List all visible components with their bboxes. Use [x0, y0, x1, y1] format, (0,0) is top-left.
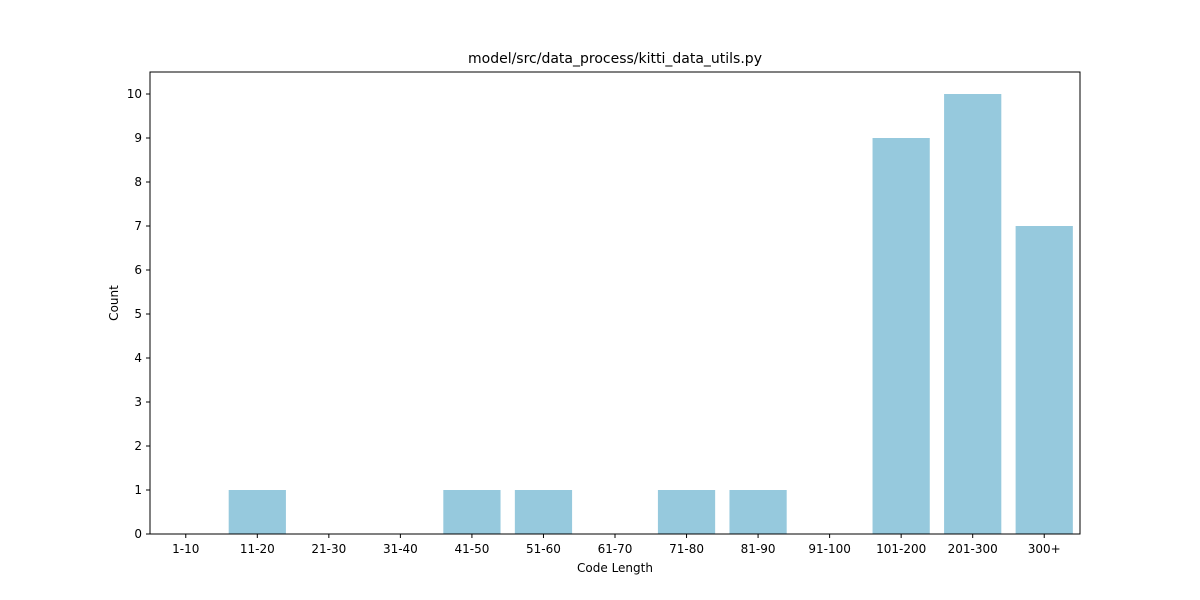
x-tick-label: 11-20 — [240, 542, 275, 556]
bar-41-50 — [443, 490, 501, 534]
y-axis: 0 1 2 3 4 5 6 7 8 9 10 — [127, 87, 150, 541]
x-tick-label: 41-50 — [454, 542, 489, 556]
y-tick-label: 7 — [134, 219, 142, 233]
plot-frame — [149, 71, 1081, 535]
x-tick-label: 31-40 — [383, 542, 418, 556]
y-tick-label: 5 — [134, 307, 142, 321]
y-tick-label: 6 — [134, 263, 142, 277]
x-axis-label: Code Length — [577, 561, 653, 575]
x-tick-label: 71-80 — [669, 542, 704, 556]
y-tick-label: 9 — [134, 131, 142, 145]
bar-201-300 — [944, 94, 1002, 534]
chart-title: model/src/data_process/kitti_data_utils.… — [468, 51, 762, 67]
x-tick-label: 101-200 — [876, 542, 926, 556]
y-tick-label: 8 — [134, 175, 142, 189]
bar-81-90 — [729, 490, 787, 534]
x-tick-label: 21-30 — [311, 542, 346, 556]
x-tick-label: 300+ — [1028, 542, 1061, 556]
x-tick-label: 51-60 — [526, 542, 561, 556]
y-tick-label: 3 — [134, 395, 142, 409]
bar-11-20 — [228, 490, 286, 534]
bar-300+ — [1015, 226, 1073, 534]
x-tick-label: 91-100 — [808, 542, 851, 556]
bar-71-80 — [657, 490, 716, 534]
y-axis-label: Count — [107, 285, 121, 321]
y-tick-label: 1 — [134, 483, 142, 497]
bars-group — [228, 94, 1073, 534]
x-tick-label: 61-70 — [598, 542, 633, 556]
y-tick-label: 2 — [134, 439, 142, 453]
x-tick-label: 1-10 — [172, 542, 199, 556]
y-tick-label: 4 — [134, 351, 142, 365]
x-tick-label: 81-90 — [741, 542, 776, 556]
y-tick-label: 10 — [127, 87, 142, 101]
y-tick-label: 0 — [134, 527, 142, 541]
bar-101-200 — [872, 138, 930, 534]
bar-51-60 — [514, 490, 573, 534]
x-tick-label: 201-300 — [948, 542, 998, 556]
x-axis: 1-10 11-20 21-30 31-40 41-50 51-60 61-70 71-80 8… — [172, 534, 1061, 556]
